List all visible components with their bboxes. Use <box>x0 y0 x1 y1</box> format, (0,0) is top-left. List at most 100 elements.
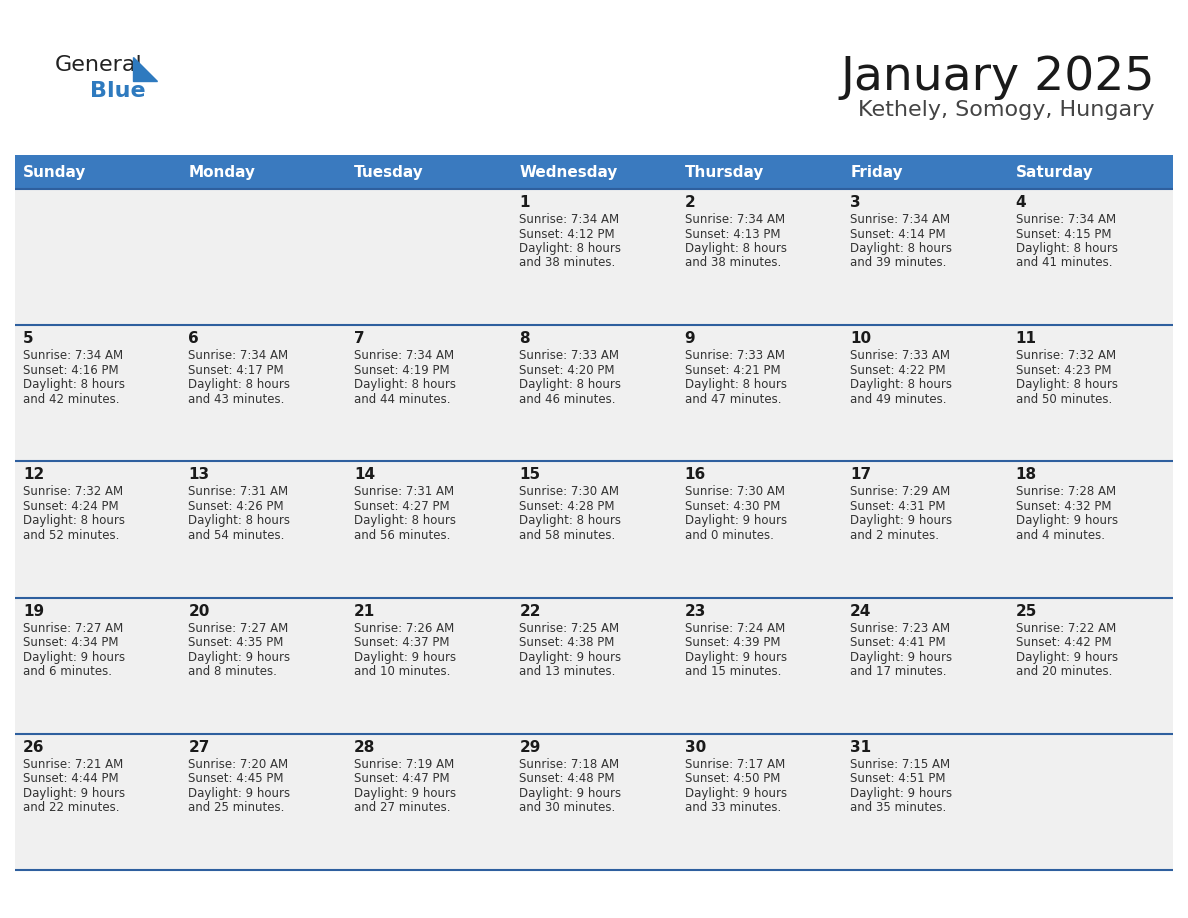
Text: Daylight: 8 hours: Daylight: 8 hours <box>23 514 125 528</box>
FancyBboxPatch shape <box>842 598 1007 733</box>
Text: Daylight: 8 hours: Daylight: 8 hours <box>519 378 621 391</box>
Text: and 56 minutes.: and 56 minutes. <box>354 529 450 542</box>
Text: Kethely, Somogy, Hungary: Kethely, Somogy, Hungary <box>859 100 1155 120</box>
Text: Sunrise: 7:32 AM: Sunrise: 7:32 AM <box>23 486 124 498</box>
Text: Sunset: 4:28 PM: Sunset: 4:28 PM <box>519 500 614 513</box>
Text: and 30 minutes.: and 30 minutes. <box>519 801 615 814</box>
Text: Sunrise: 7:26 AM: Sunrise: 7:26 AM <box>354 621 454 634</box>
FancyBboxPatch shape <box>15 189 181 325</box>
Text: and 22 minutes.: and 22 minutes. <box>23 801 120 814</box>
FancyBboxPatch shape <box>15 462 181 598</box>
FancyBboxPatch shape <box>346 325 511 462</box>
FancyBboxPatch shape <box>346 462 511 598</box>
FancyBboxPatch shape <box>15 325 181 462</box>
Text: Sunrise: 7:34 AM: Sunrise: 7:34 AM <box>354 349 454 363</box>
FancyBboxPatch shape <box>511 189 677 325</box>
FancyBboxPatch shape <box>1007 462 1173 598</box>
Text: 5: 5 <box>23 331 33 346</box>
Text: Sunset: 4:48 PM: Sunset: 4:48 PM <box>519 772 614 785</box>
Text: and 38 minutes.: and 38 minutes. <box>519 256 615 270</box>
Text: and 41 minutes.: and 41 minutes. <box>1016 256 1112 270</box>
Text: Daylight: 9 hours: Daylight: 9 hours <box>1016 651 1118 664</box>
Text: Daylight: 9 hours: Daylight: 9 hours <box>684 787 786 800</box>
Text: Daylight: 9 hours: Daylight: 9 hours <box>23 787 125 800</box>
Text: Daylight: 8 hours: Daylight: 8 hours <box>1016 242 1118 255</box>
Text: Sunset: 4:13 PM: Sunset: 4:13 PM <box>684 228 781 241</box>
Text: Sunset: 4:50 PM: Sunset: 4:50 PM <box>684 772 781 785</box>
Text: Sunset: 4:51 PM: Sunset: 4:51 PM <box>851 772 946 785</box>
Text: Tuesday: Tuesday <box>354 164 424 180</box>
Text: Sunset: 4:38 PM: Sunset: 4:38 PM <box>519 636 614 649</box>
Text: Sunset: 4:23 PM: Sunset: 4:23 PM <box>1016 364 1111 376</box>
FancyBboxPatch shape <box>1007 189 1173 325</box>
FancyBboxPatch shape <box>511 325 677 462</box>
FancyBboxPatch shape <box>15 155 1173 189</box>
FancyBboxPatch shape <box>511 598 677 733</box>
Text: 15: 15 <box>519 467 541 482</box>
Text: 12: 12 <box>23 467 44 482</box>
Text: and 15 minutes.: and 15 minutes. <box>684 666 781 678</box>
Text: Sunrise: 7:34 AM: Sunrise: 7:34 AM <box>851 213 950 226</box>
Text: Sunset: 4:20 PM: Sunset: 4:20 PM <box>519 364 614 376</box>
Text: Sunrise: 7:34 AM: Sunrise: 7:34 AM <box>23 349 124 363</box>
Text: Saturday: Saturday <box>1016 164 1093 180</box>
Text: General: General <box>55 55 143 75</box>
Text: and 39 minutes.: and 39 minutes. <box>851 256 947 270</box>
Text: 22: 22 <box>519 604 541 619</box>
Text: Daylight: 9 hours: Daylight: 9 hours <box>23 651 125 664</box>
Text: 28: 28 <box>354 740 375 755</box>
Text: and 0 minutes.: and 0 minutes. <box>684 529 773 542</box>
Text: Sunrise: 7:19 AM: Sunrise: 7:19 AM <box>354 757 454 771</box>
Text: and 47 minutes.: and 47 minutes. <box>684 393 782 406</box>
FancyBboxPatch shape <box>842 325 1007 462</box>
Text: Daylight: 9 hours: Daylight: 9 hours <box>189 651 291 664</box>
Text: Daylight: 9 hours: Daylight: 9 hours <box>851 787 953 800</box>
Text: Sunrise: 7:34 AM: Sunrise: 7:34 AM <box>1016 213 1116 226</box>
FancyBboxPatch shape <box>346 598 511 733</box>
Text: Sunset: 4:34 PM: Sunset: 4:34 PM <box>23 636 119 649</box>
Text: Sunrise: 7:24 AM: Sunrise: 7:24 AM <box>684 621 785 634</box>
Text: Daylight: 9 hours: Daylight: 9 hours <box>519 651 621 664</box>
Text: Sunrise: 7:34 AM: Sunrise: 7:34 AM <box>684 213 785 226</box>
FancyBboxPatch shape <box>677 325 842 462</box>
Text: Sunset: 4:42 PM: Sunset: 4:42 PM <box>1016 636 1111 649</box>
Text: 17: 17 <box>851 467 871 482</box>
Text: Sunrise: 7:30 AM: Sunrise: 7:30 AM <box>519 486 619 498</box>
Text: Daylight: 8 hours: Daylight: 8 hours <box>189 514 290 528</box>
Text: Sunrise: 7:31 AM: Sunrise: 7:31 AM <box>189 486 289 498</box>
Text: Sunset: 4:32 PM: Sunset: 4:32 PM <box>1016 500 1111 513</box>
Text: 11: 11 <box>1016 331 1037 346</box>
Text: Sunrise: 7:25 AM: Sunrise: 7:25 AM <box>519 621 619 634</box>
Text: Sunset: 4:30 PM: Sunset: 4:30 PM <box>684 500 781 513</box>
Text: 13: 13 <box>189 467 209 482</box>
Text: Daylight: 8 hours: Daylight: 8 hours <box>354 514 456 528</box>
Text: Sunset: 4:12 PM: Sunset: 4:12 PM <box>519 228 615 241</box>
Text: Sunset: 4:35 PM: Sunset: 4:35 PM <box>189 636 284 649</box>
Text: Sunset: 4:16 PM: Sunset: 4:16 PM <box>23 364 119 376</box>
Text: Daylight: 8 hours: Daylight: 8 hours <box>519 514 621 528</box>
FancyBboxPatch shape <box>181 733 346 870</box>
Text: Daylight: 8 hours: Daylight: 8 hours <box>189 378 290 391</box>
FancyBboxPatch shape <box>511 462 677 598</box>
Text: 6: 6 <box>189 331 200 346</box>
Text: and 50 minutes.: and 50 minutes. <box>1016 393 1112 406</box>
Text: Daylight: 8 hours: Daylight: 8 hours <box>851 378 952 391</box>
Text: Sunrise: 7:32 AM: Sunrise: 7:32 AM <box>1016 349 1116 363</box>
Text: and 4 minutes.: and 4 minutes. <box>1016 529 1105 542</box>
Text: January 2025: January 2025 <box>840 55 1155 100</box>
Text: and 13 minutes.: and 13 minutes. <box>519 666 615 678</box>
Text: Sunrise: 7:17 AM: Sunrise: 7:17 AM <box>684 757 785 771</box>
Text: 2: 2 <box>684 195 695 210</box>
Text: and 17 minutes.: and 17 minutes. <box>851 666 947 678</box>
Text: Sunset: 4:26 PM: Sunset: 4:26 PM <box>189 500 284 513</box>
Text: Sunrise: 7:22 AM: Sunrise: 7:22 AM <box>1016 621 1116 634</box>
Text: and 20 minutes.: and 20 minutes. <box>1016 666 1112 678</box>
FancyBboxPatch shape <box>181 462 346 598</box>
Text: Daylight: 8 hours: Daylight: 8 hours <box>1016 378 1118 391</box>
Text: Daylight: 8 hours: Daylight: 8 hours <box>684 242 786 255</box>
Text: Daylight: 9 hours: Daylight: 9 hours <box>519 787 621 800</box>
FancyBboxPatch shape <box>842 189 1007 325</box>
Text: 21: 21 <box>354 604 375 619</box>
Text: 31: 31 <box>851 740 871 755</box>
Text: and 58 minutes.: and 58 minutes. <box>519 529 615 542</box>
